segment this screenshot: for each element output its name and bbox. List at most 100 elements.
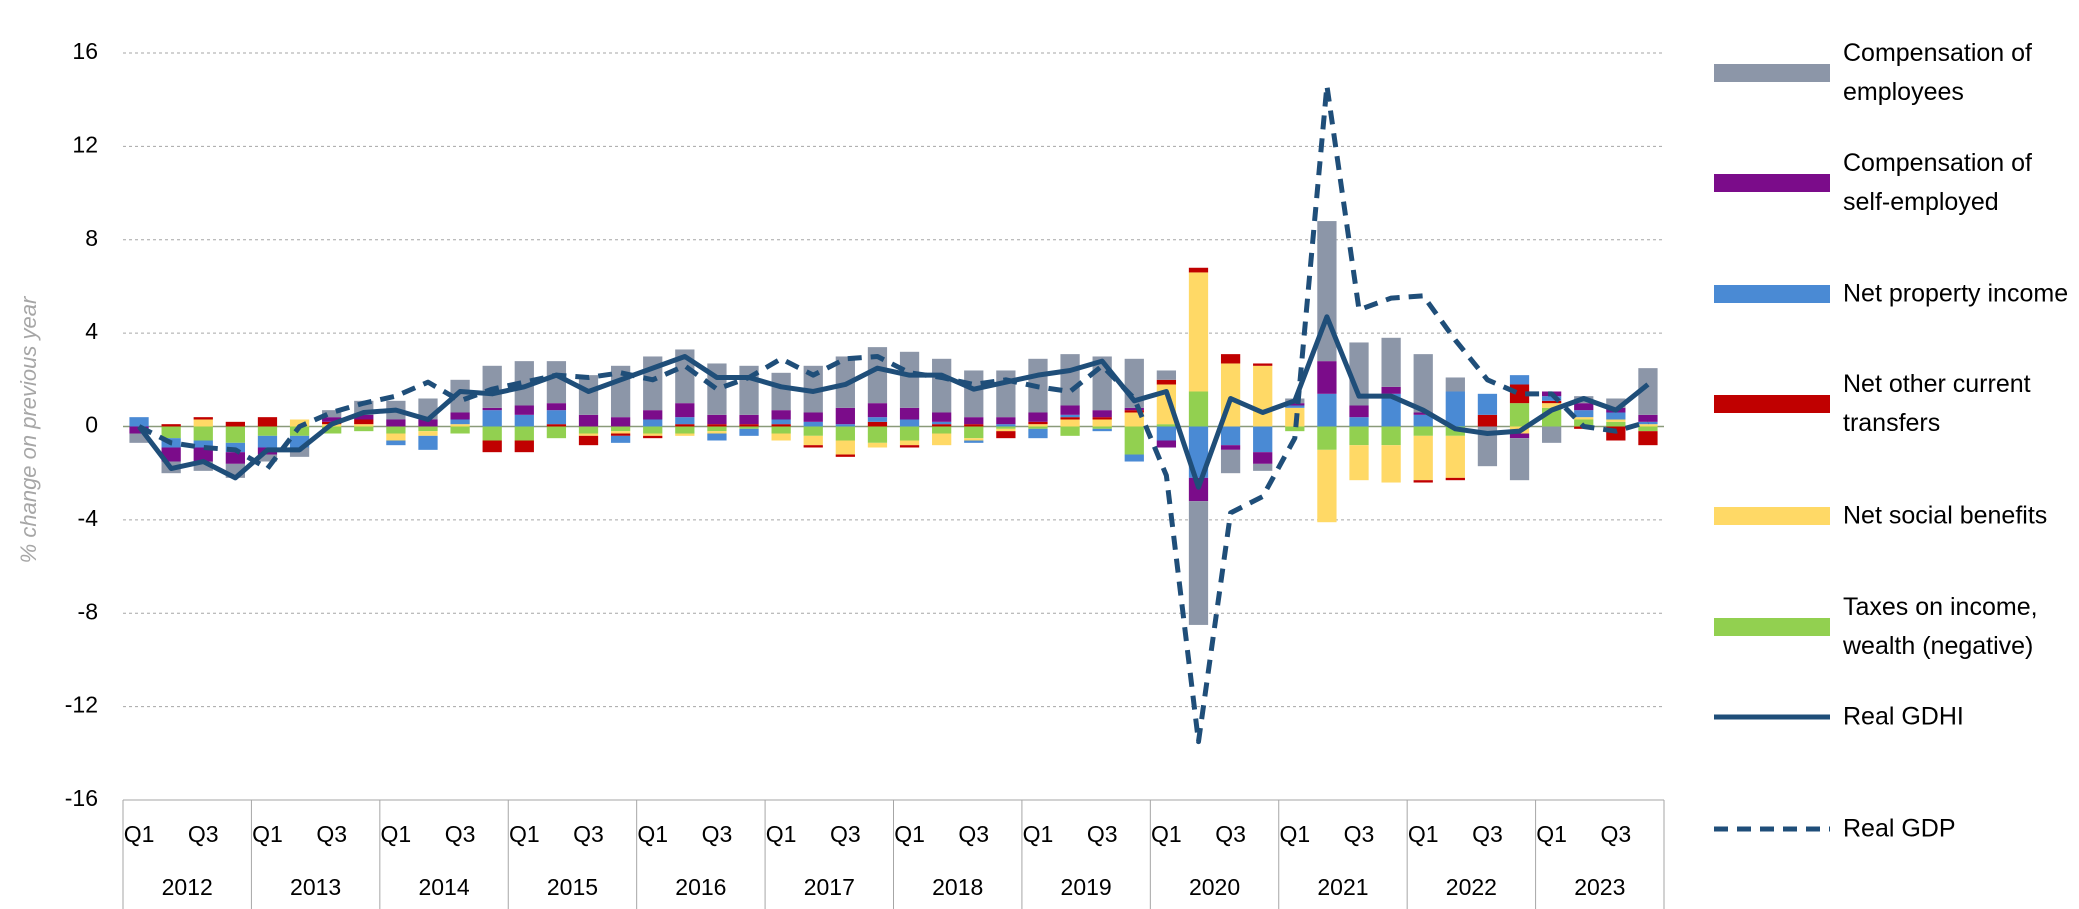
bar-segment [1638, 414, 1658, 422]
bar-segment [1188, 267, 1209, 273]
bar-segment [1124, 407, 1144, 411]
bar-segment [129, 417, 149, 427]
bar-segment [899, 419, 920, 427]
bar-segment [1638, 426, 1658, 432]
bar-segment [1606, 421, 1626, 427]
bar-segment [193, 419, 213, 427]
bar-segment [932, 358, 952, 413]
bar-segment [225, 421, 245, 427]
bar-segment [899, 426, 920, 441]
bar-segment [932, 421, 952, 425]
bar-segment [482, 426, 502, 441]
y-tick-label: 0 [85, 412, 98, 438]
bar-segment [1606, 398, 1626, 408]
bar-segment [739, 414, 759, 425]
bar-segment [1445, 377, 1465, 392]
bar-segment [675, 424, 695, 427]
bar-segment [514, 361, 534, 406]
bar-segment [835, 424, 855, 427]
bar-segment [546, 410, 567, 425]
x-tick-label: Q3 [573, 821, 604, 847]
bar-segment [1542, 400, 1562, 404]
bar-segment [867, 421, 888, 427]
bar-segment [1028, 424, 1048, 427]
x-tick-label: Q1 [637, 821, 668, 847]
bar-segment [482, 410, 502, 427]
bar-segment [996, 428, 1016, 432]
bar-segment [610, 417, 631, 427]
bar-segment [1253, 426, 1273, 453]
x-tick-label: Q1 [1408, 821, 1439, 847]
bar-segment [1156, 424, 1177, 427]
legend-label: Compensation of self-employed [1843, 149, 2033, 216]
x-tick-label: Q3 [188, 821, 219, 847]
bar-segment [354, 419, 374, 425]
bar-segment [1381, 386, 1401, 394]
bar-segment [964, 426, 984, 439]
bar-segment [322, 410, 342, 418]
x-tick-label: Q1 [381, 821, 412, 847]
bar-segment [386, 440, 406, 446]
bar-segment [193, 426, 213, 441]
bar-segment [996, 417, 1016, 425]
bar-segment [707, 426, 727, 432]
bar-segment [1060, 405, 1080, 415]
x-tick-label: Q3 [1215, 821, 1246, 847]
bar-segment [1542, 403, 1562, 408]
bar-segment [1092, 410, 1112, 418]
bar-segment [1028, 426, 1048, 429]
bar-segment [1060, 414, 1080, 418]
bar-segment [482, 407, 502, 411]
legend-label: Taxes on income, wealth (negative) [1843, 593, 2038, 660]
bar-segment [514, 426, 534, 441]
bar-segment [546, 361, 567, 404]
legend-swatch [1714, 174, 1830, 192]
year-label: 2023 [1574, 874, 1625, 900]
bar-segment [386, 419, 406, 427]
bar-segment [322, 426, 342, 434]
x-tick-label: Q3 [830, 821, 861, 847]
bar-segment [707, 414, 727, 425]
bar-segment [643, 419, 663, 427]
bar-segment [835, 426, 855, 441]
x-tick-label: Q1 [1023, 821, 1054, 847]
bar-segment [1574, 417, 1594, 420]
bar-segment [1638, 421, 1658, 425]
bar-segment [1317, 393, 1337, 427]
year-label: 2016 [675, 874, 726, 900]
year-label: 2017 [804, 874, 855, 900]
x-tick-label: Q1 [1279, 821, 1310, 847]
legend-label: Compensation of employees [1843, 39, 2033, 106]
year-label: 2022 [1446, 874, 1497, 900]
bar-segment [1285, 426, 1305, 432]
bar-segment [450, 426, 470, 434]
x-tick-label: Q1 [894, 821, 925, 847]
year-label: 2015 [547, 874, 598, 900]
bar-segment [161, 447, 181, 462]
bar-segment [1188, 391, 1209, 427]
bar-segment [546, 403, 567, 411]
bar-segment [932, 424, 952, 427]
bar-segment [932, 433, 952, 446]
x-tick-label: Q1 [766, 821, 797, 847]
legend-swatch [1714, 618, 1830, 636]
bar-segment [675, 403, 695, 418]
bar-segment [1060, 417, 1080, 420]
x-tick-label: Q1 [252, 821, 283, 847]
bar-segment [867, 417, 888, 422]
x-tick-label: Q3 [958, 821, 989, 847]
x-tick-label: Q3 [1344, 821, 1375, 847]
legend-label: Real GDHI [1843, 702, 1964, 731]
bar-segment [1509, 438, 1530, 481]
bar-segment [1092, 419, 1112, 427]
bar-segment [964, 417, 984, 425]
bar-segment [675, 417, 695, 425]
bar-segment [803, 445, 823, 448]
bar-segment [1124, 410, 1144, 413]
bar-segment [1220, 354, 1241, 364]
bar-segment [578, 414, 599, 427]
year-label: 2013 [290, 874, 341, 900]
bar-segment [418, 419, 438, 427]
bar-segment [1253, 452, 1273, 464]
bar-segment [289, 435, 310, 448]
